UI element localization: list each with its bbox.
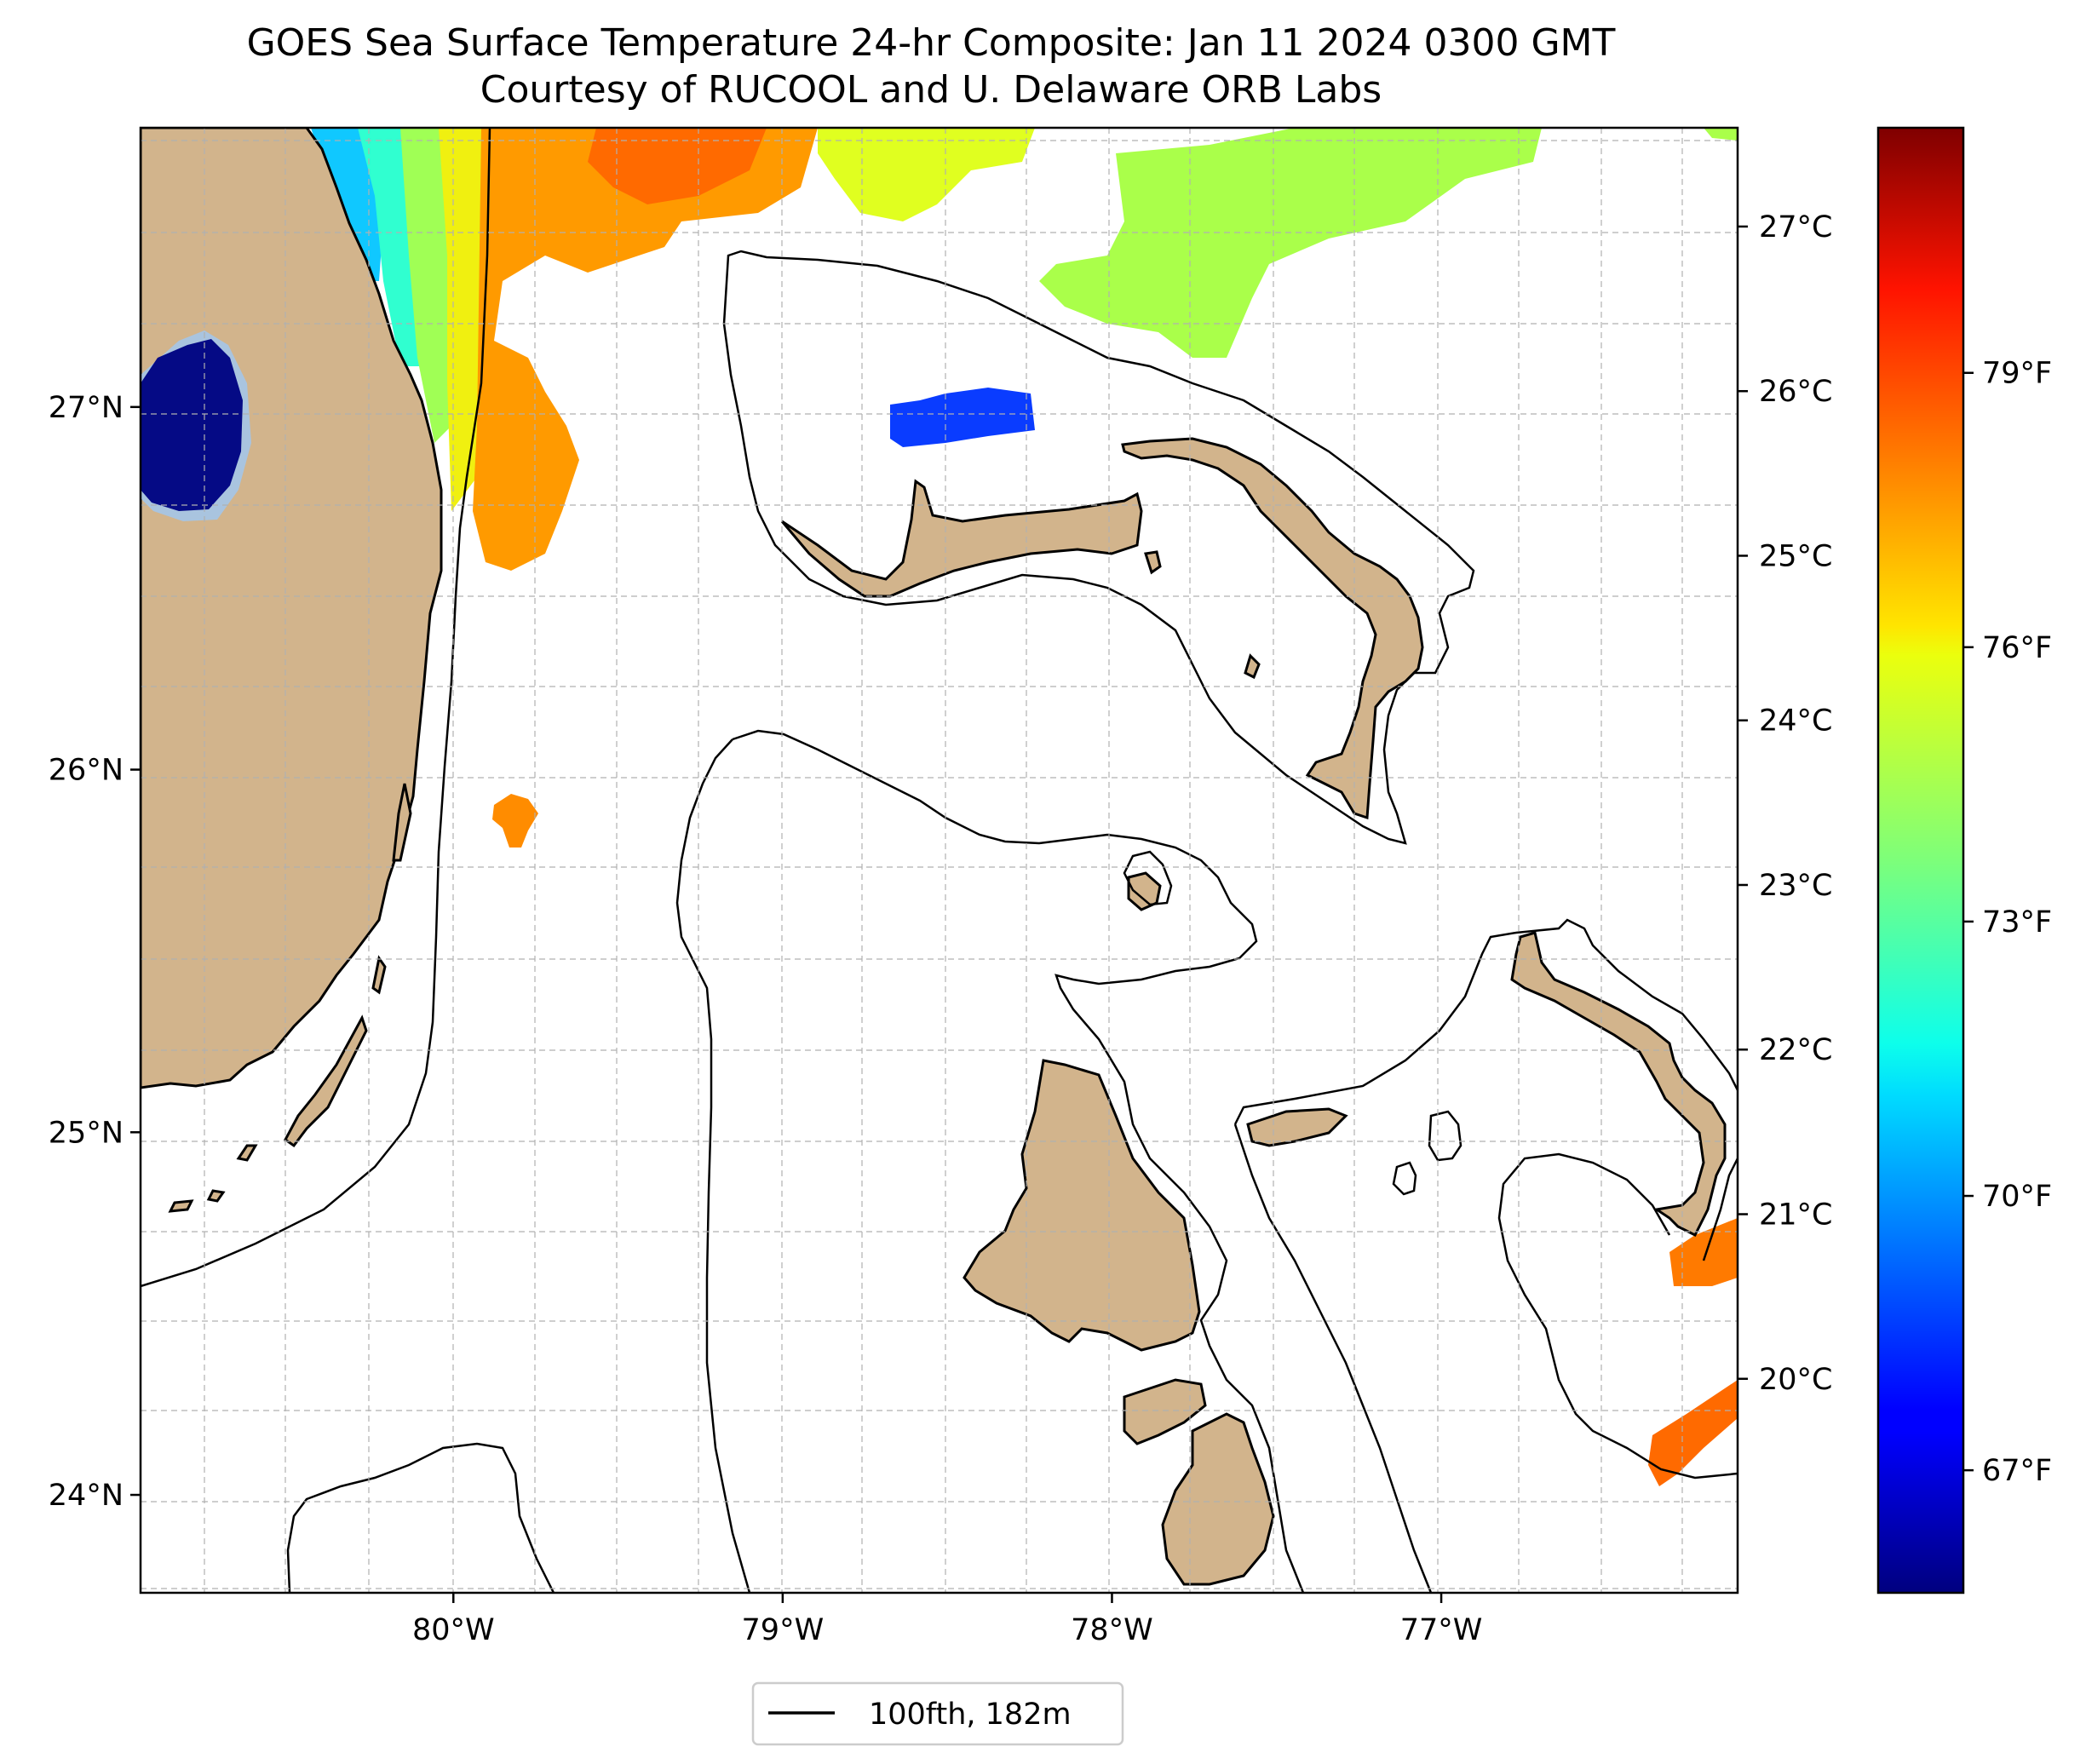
- longitude-ticks: 80°W 79°W 78°W 77°W: [412, 1593, 1482, 1647]
- map-frame: [139, 126, 1739, 1594]
- celsius-ticks: 20°C 21°C 22°C 23°C 24°C 25°C 26°C 27°C: [1738, 210, 1832, 1397]
- lon-tick-label: 77°W: [1400, 1613, 1483, 1647]
- contour-island-ring-3: [1123, 850, 1173, 906]
- celsius-tick-label: 24°C: [1759, 704, 1832, 738]
- celsius-tick-label: 26°C: [1759, 375, 1832, 409]
- lake-okeechobee-dark-top: [141, 339, 243, 511]
- contour-island-ring-1: [1428, 1110, 1462, 1162]
- sst-patch-green-corner: [1704, 128, 1738, 141]
- lat-tick-label: 25°N: [49, 1116, 124, 1150]
- sst-data-layer: [311, 128, 1738, 1486]
- latitude-ticks: 24°N 25°N 26°N 27°N: [49, 391, 141, 1513]
- fahrenheit-ticks: 67°F 70°F 73°F 76°F 79°F: [1963, 357, 2052, 1488]
- map-area: [141, 128, 1738, 1593]
- celsius-tick-label: 20°C: [1759, 1363, 1832, 1397]
- fahrenheit-tick-label: 76°F: [1982, 631, 2052, 665]
- sst-patch-orange-current: [473, 128, 818, 571]
- sst-patch-red-orange-core: [588, 128, 767, 204]
- title-line-2: Courtesy of RUCOOL and U. Delaware ORB L…: [480, 68, 1382, 112]
- grand-bahama: [780, 479, 1143, 598]
- fahrenheit-tick-label: 70°F: [1982, 1180, 2052, 1214]
- sst-patch-orange-small: [492, 794, 538, 848]
- abaco-north: [1121, 437, 1424, 820]
- celsius-tick-label: 22°C: [1759, 1033, 1832, 1067]
- sst-patch-orange-east-1: [1669, 1218, 1738, 1286]
- abaco-island-small: [1144, 550, 1162, 575]
- contour-little-bahama-bank: [722, 250, 1475, 845]
- fahrenheit-tick-label: 67°F: [1982, 1454, 2052, 1488]
- andros-south: [1123, 1378, 1207, 1445]
- legend: 100fth, 182m: [751, 1681, 1124, 1746]
- lat-tick-label: 27°N: [49, 391, 124, 425]
- contour-east-bank-edge: [1702, 1158, 1738, 1261]
- celsius-tick-label: 25°C: [1759, 539, 1832, 573]
- title-line-1: GOES Sea Surface Temperature 24-hr Compo…: [247, 21, 1616, 65]
- lat-tick-label: 26°N: [49, 754, 124, 788]
- sst-patch-blue-bahama: [890, 388, 1035, 447]
- celsius-tick-label: 27°C: [1759, 210, 1832, 244]
- contour-exuma-sound: [1497, 1152, 1738, 1480]
- contour-tongue-of-ocean: [1233, 918, 1738, 1125]
- legend-box: [751, 1681, 1124, 1746]
- lat-tick-label: 24°N: [49, 1479, 124, 1513]
- sst-patch-yellow-offshore: [818, 128, 1035, 221]
- andros: [963, 1059, 1201, 1352]
- abaco-cay: [1244, 653, 1261, 680]
- contour-great-bahama-bank-north: [732, 729, 1305, 1593]
- celsius-tick-label: 23°C: [1759, 869, 1832, 903]
- contour-cay-sal-west: [675, 738, 751, 1593]
- contour-island-ring-2: [1392, 1161, 1417, 1196]
- fahrenheit-tick-label: 73°F: [1982, 905, 2052, 939]
- contour-florida-shelf: [141, 128, 491, 1288]
- lon-tick-label: 80°W: [412, 1613, 495, 1647]
- lon-tick-label: 78°W: [1071, 1613, 1153, 1647]
- sst-patch-green-current: [400, 128, 451, 443]
- fahrenheit-tick-label: 79°F: [1982, 357, 2052, 391]
- lon-tick-label: 79°W: [742, 1613, 825, 1647]
- graticule: [141, 128, 1738, 1593]
- celsius-tick-label: 21°C: [1759, 1198, 1832, 1233]
- contour-cay-sal-bank: [286, 1442, 555, 1593]
- colorbar-gradient: [1876, 126, 1965, 1594]
- new-providence: [1246, 1107, 1348, 1147]
- colorbar: 67°F 70°F 73°F 76°F 79°F: [1876, 126, 2052, 1594]
- legend-label: 100fth, 182m: [869, 1698, 1072, 1732]
- bathymetry-contours: [141, 128, 1738, 1593]
- contour-tongue-west: [1233, 1123, 1433, 1593]
- sst-patch-orange-east-2: [1648, 1380, 1738, 1486]
- sst-patch-green-offshore: [1039, 128, 1542, 358]
